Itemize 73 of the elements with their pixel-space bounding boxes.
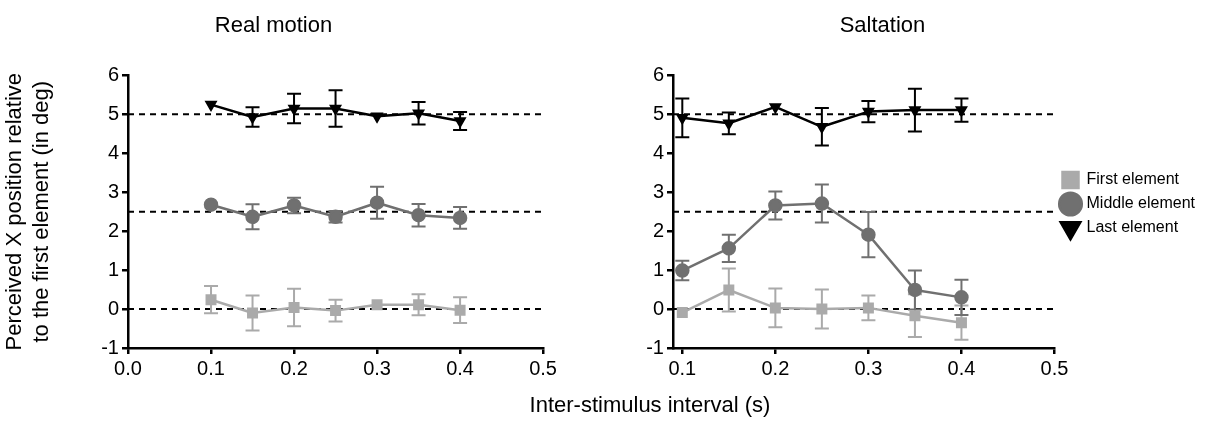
point <box>330 305 342 317</box>
point <box>371 299 383 311</box>
point <box>454 117 466 128</box>
y-axis-title: Perceived X position relative to the first element (in deg) <box>1 72 53 351</box>
point <box>413 299 425 311</box>
point <box>454 304 466 316</box>
point <box>721 241 737 256</box>
point <box>909 106 921 117</box>
legend-label: First element <box>1086 170 1180 188</box>
point <box>909 310 921 322</box>
y-tick-label: 2 <box>107 218 119 241</box>
point <box>723 119 735 130</box>
point <box>768 198 783 213</box>
y-tick-label: 5 <box>107 101 119 124</box>
y-tick-label: 0 <box>652 296 664 319</box>
point <box>412 109 425 120</box>
y-tick-label: 6 <box>652 62 664 85</box>
point <box>816 123 828 134</box>
point <box>288 302 300 313</box>
y-tick-label: 3 <box>107 179 119 202</box>
point <box>245 209 260 225</box>
point <box>861 227 876 242</box>
x-tick-label: 0.3 <box>363 356 391 379</box>
legend-label: Middle element <box>1086 194 1196 212</box>
point <box>288 104 300 115</box>
x-tick-label: 0.2 <box>761 356 790 379</box>
x-tick-label: 0.4 <box>947 356 976 379</box>
point <box>862 302 874 314</box>
y-tick-label: 4 <box>107 140 119 163</box>
x-tick-label: 0.5 <box>529 356 557 379</box>
point <box>955 106 968 117</box>
x-tick-label: 0.5 <box>1040 356 1069 379</box>
point <box>411 207 426 223</box>
point <box>203 197 219 212</box>
y-tick-label: 6 <box>107 62 119 85</box>
y-tick-label: 2 <box>652 218 664 241</box>
point <box>723 284 735 296</box>
x-tick-label: 0.1 <box>668 356 697 379</box>
y-tick-label: -1 <box>101 335 119 358</box>
y-tick-label: 1 <box>652 257 664 280</box>
x-tick-label: 0.0 <box>114 356 142 379</box>
chart-title: Saltation <box>839 12 926 38</box>
point <box>907 282 923 298</box>
point <box>452 210 468 226</box>
point <box>676 114 688 125</box>
y-tick-label: 5 <box>652 101 664 124</box>
point <box>371 112 383 123</box>
x-tick-label: 0.1 <box>197 356 225 379</box>
y-tick-label: -1 <box>646 335 664 358</box>
point <box>247 307 259 319</box>
y-tick-label: 4 <box>652 140 664 163</box>
point <box>954 290 969 305</box>
point <box>955 317 967 329</box>
point <box>369 195 385 210</box>
y-tick-label: 3 <box>652 179 664 202</box>
point <box>816 303 828 315</box>
point <box>862 107 874 118</box>
y-tick-label: 1 <box>107 257 119 280</box>
point <box>814 196 830 211</box>
point <box>246 113 259 124</box>
point <box>329 104 342 115</box>
point <box>205 100 217 111</box>
point <box>769 103 781 114</box>
legend-label: Last element <box>1086 218 1179 236</box>
chart-title: Real motion <box>214 12 333 38</box>
y-tick-label: 0 <box>107 296 119 319</box>
x-axis-title: Inter-stimulus interval (s) <box>528 392 772 418</box>
point <box>769 302 781 314</box>
point <box>676 307 688 319</box>
point <box>205 294 217 306</box>
x-tick-label: 0.2 <box>280 356 308 379</box>
x-tick-label: 0.4 <box>446 356 474 379</box>
x-tick-label: 0.3 <box>854 356 883 379</box>
